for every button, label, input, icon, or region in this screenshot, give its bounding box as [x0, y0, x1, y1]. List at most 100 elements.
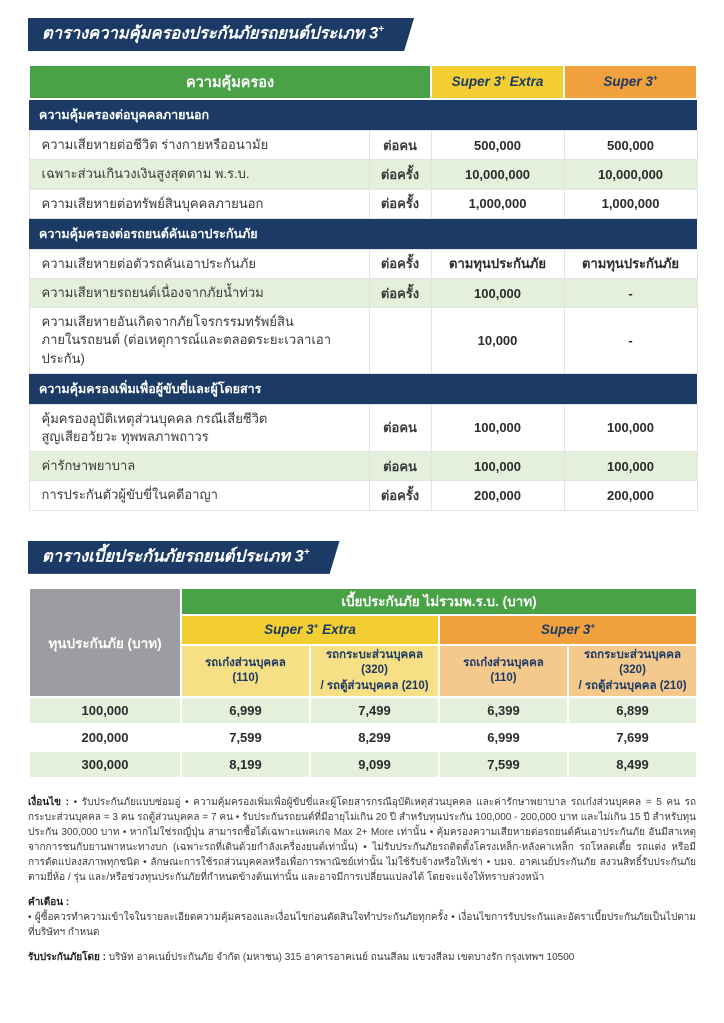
premium-vehicle-type-row: รถเก๋งส่วนบุคคล (110) รถกระบะส่วนบุคคล (… — [29, 643, 698, 699]
premium-product-extra: Super 3+ Extra — [180, 613, 440, 646]
premium-extra-sedan: 6,999 — [180, 696, 311, 726]
premium-super-sedan: 6,399 — [438, 696, 569, 726]
warning-label: คำเตือน : — [28, 897, 70, 909]
product-name-super-sup: + — [590, 621, 596, 631]
premium-super-pickup-van: 7,699 — [567, 723, 698, 753]
coverage-row-unit: ต่อครั้ง — [368, 480, 432, 511]
coverage-value-super: 500,000 — [563, 130, 698, 161]
coverage-value-super: 200,000 — [563, 480, 698, 511]
premium-product-row: Super 3+ Extra Super 3+ — [29, 613, 698, 646]
coverage-row: ความเสียหายรถยนต์เนื่องจากภัยน้ำท่วม ต่อ… — [28, 278, 698, 309]
premium-row: 100,000 6,999 7,499 6,399 6,899 — [28, 696, 698, 726]
coverage-row-unit: ต่อคน — [368, 403, 432, 453]
conditions-text: • รับประกันภัยแบบซ่อมอู่ • ความคุ้มครองเ… — [28, 797, 697, 884]
coverage-row-unit: ต่อครั้ง — [368, 248, 432, 280]
coverage-row-unit — [368, 307, 432, 374]
coverage-table: ความคุ้มครอง Super 3+ Extra Super 3+ ควา… — [27, 64, 699, 511]
coverage-value-super: 10,000,000 — [563, 159, 698, 190]
section-header-label: ความคุ้มครองต่อบุคคลภายนอก — [29, 99, 698, 131]
premium-extra-pickup-van: 7,499 — [309, 696, 440, 726]
footnotes: เงื่อนไข : • รับประกันภัยแบบซ่อมอู่ • คว… — [28, 795, 696, 965]
sum-insured-value: 300,000 — [28, 750, 182, 780]
premium-super-pickup-van: 8,499 — [567, 750, 698, 780]
conditions-note: เงื่อนไข : • รับประกันภัยแบบซ่อมอู่ • คว… — [28, 795, 696, 885]
premium-extra-sedan: 8,199 — [180, 750, 311, 780]
coverage-row: เฉพาะส่วนเกินวงเงินสูงสุดตาม พ.ร.บ. ต่อค… — [28, 159, 698, 190]
insurer-label: รับประกันภัยโดย : — [28, 952, 106, 964]
coverage-value-extra: 200,000 — [430, 480, 565, 511]
product-name-extra-suffix: Extra — [505, 74, 544, 90]
coverage-row-unit: ต่อครั้ง — [368, 188, 432, 219]
product-name-super-text: Super 3 — [540, 621, 591, 637]
premium-super-sedan: 7,599 — [438, 750, 569, 780]
coverage-row: ความเสียหายต่อทรัพย์สินบุคคลภายนอก ต่อคร… — [28, 188, 698, 219]
product-name-extra-suffix: Extra — [318, 621, 356, 637]
brochure-page: ตารางความคุ้มครองประกันภัยรถยนต์ประเภท 3… — [27, 0, 699, 965]
coverage-row-label: การประกันตัวผู้ขับขี่ในคดีอาญา — [28, 480, 370, 511]
product-name-super: Super 3+ — [540, 621, 596, 637]
coverage-value-super: ตามทุนประกันภัย — [563, 248, 698, 280]
coverage-row-label: เฉพาะส่วนเกินวงเงินสูงสุดตาม พ.ร.บ. — [28, 159, 370, 190]
coverage-row-label: ความเสียหายต่อชีวิต ร่างกายหรืออนามัย — [28, 130, 370, 161]
coverage-row-label: ค่ารักษาพยาบาล — [28, 451, 370, 482]
coverage-title-banner: ตารางความคุ้มครองประกันภัยรถยนต์ประเภท 3… — [28, 18, 414, 51]
warning-text: • ผู้ซื้อควรทำความเข้าใจในรายละเอียดความ… — [28, 912, 696, 939]
product-name-extra: Super 3+ Extra — [264, 621, 356, 637]
coverage-value-super: - — [563, 278, 698, 309]
premium-super-sedan: 6,999 — [438, 723, 569, 753]
coverage-row: การประกันตัวผู้ขับขี่ในคดีอาญา ต่อครั้ง … — [28, 480, 698, 511]
column-header-super3plus: Super 3+ — [563, 64, 699, 101]
coverage-row-unit: ต่อครั้ง — [368, 278, 432, 309]
coverage-row-label: ความเสียหายรถยนต์เนื่องจากภัยน้ำท่วม — [28, 278, 370, 309]
section-header-own-vehicle: ความคุ้มครองต่อรถยนต์คันเอาประกันภัย — [29, 218, 698, 250]
vehicle-type-header-super-pickup-van: รถกระบะส่วนบุคคล (320) / รถตู้ส่วนบุคคล … — [567, 643, 698, 699]
coverage-row-label: คุ้มครองอุบัติเหตุส่วนบุคคล กรณีเสียชีวิ… — [28, 403, 370, 453]
coverage-row: ความเสียหายต่อตัวรถคันเอาประกันภัย ต่อคร… — [28, 248, 698, 280]
coverage-row-unit: ต่อคน — [368, 130, 432, 161]
premium-band-row: ทุนประกันภัย (บาท) เบี้ยประกันภัย ไม่รวม… — [28, 586, 698, 699]
coverage-row: ความเสียหายต่อชีวิต ร่างกายหรืออนามัย ต่… — [28, 130, 698, 161]
coverage-value-extra: 10,000 — [430, 307, 565, 374]
coverage-row-unit: ต่อคน — [368, 451, 432, 482]
section-header-label: ความคุ้มครองเพิ่มเพื่อผู้ขับขี่และผู้โดย… — [29, 373, 698, 405]
column-header-super3plus-extra: Super 3+ Extra — [430, 64, 566, 101]
sum-insured-value: 100,000 — [28, 696, 182, 726]
section-header-driver-passenger: ความคุ้มครองเพิ่มเพื่อผู้ขับขี่และผู้โดย… — [29, 373, 698, 405]
coverage-value-super: 100,000 — [563, 451, 698, 482]
coverage-value-super: - — [563, 307, 698, 374]
product-name-extra-text: Super 3 — [451, 74, 502, 90]
insurer-note: รับประกันภัยโดย : บริษัท อาคเนย์ประกันภั… — [28, 950, 696, 965]
product-name-extra-sup: + — [501, 73, 506, 83]
product-name-super-sup: + — [652, 73, 658, 83]
coverage-row: ค่ารักษาพยาบาล ต่อคน 100,000 100,000 — [28, 451, 698, 482]
product-name-extra-text: Super 3 — [264, 621, 314, 637]
section-header-label: ความคุ้มครองต่อรถยนต์คันเอาประกันภัย — [29, 218, 698, 250]
coverage-value-extra: 100,000 — [430, 278, 565, 309]
coverage-row-label: ความเสียหายอันเกิดจากภัยโจรกรรมทรัพย์สิน… — [28, 307, 370, 374]
coverage-title-text: ตารางความคุ้มครองประกันภัยรถยนต์ประเภท 3 — [42, 24, 379, 43]
vehicle-type-header-extra-sedan: รถเก๋งส่วนบุคคล (110) — [180, 643, 311, 699]
coverage-row-label: ความเสียหายต่อตัวรถคันเอาประกันภัย — [28, 248, 370, 280]
premium-product-super: Super 3+ — [438, 613, 698, 646]
premium-row: 200,000 7,599 8,299 6,999 7,699 — [28, 723, 698, 753]
warning-note: คำเตือน : • ผู้ซื้อควรทำความเข้าใจในรายล… — [28, 895, 696, 940]
coverage-value-extra: 100,000 — [430, 451, 565, 482]
coverage-header-row: ความคุ้มครอง Super 3+ Extra Super 3+ — [27, 64, 699, 101]
premium-table: ทุนประกันภัย (บาท) เบี้ยประกันภัย ไม่รวม… — [28, 586, 698, 780]
premium-title-banner: ตารางเบี้ยประกันภัยรถยนต์ประเภท 3+ — [28, 541, 340, 574]
coverage-value-extra: 1,000,000 — [430, 188, 565, 219]
coverage-value-extra: ตามทุนประกันภัย — [430, 248, 565, 280]
coverage-value-extra: 10,000,000 — [430, 159, 565, 190]
product-name-super-text: Super 3 — [603, 74, 653, 90]
vehicle-type-header-super-sedan: รถเก๋งส่วนบุคคล (110) — [438, 643, 569, 699]
section-header-third-party: ความคุ้มครองต่อบุคคลภายนอก — [29, 99, 698, 131]
product-name-super: Super 3+ — [603, 73, 658, 90]
coverage-row: คุ้มครองอุบัติเหตุส่วนบุคคล กรณีเสียชีวิ… — [28, 403, 698, 453]
sum-insured-value: 200,000 — [28, 723, 182, 753]
product-name-extra-sup: + — [313, 621, 319, 631]
coverage-row: ความเสียหายอันเกิดจากภัยโจรกรรมทรัพย์สิน… — [28, 307, 698, 374]
coverage-value-super: 100,000 — [563, 403, 698, 453]
insurer-text: บริษัท อาคเนย์ประกันภัย จำกัด (มหาชน) 31… — [108, 952, 575, 964]
sum-insured-corner-label: ทุนประกันภัย (บาท) — [28, 586, 182, 699]
premium-row: 300,000 8,199 9,099 7,599 8,499 — [28, 750, 698, 780]
